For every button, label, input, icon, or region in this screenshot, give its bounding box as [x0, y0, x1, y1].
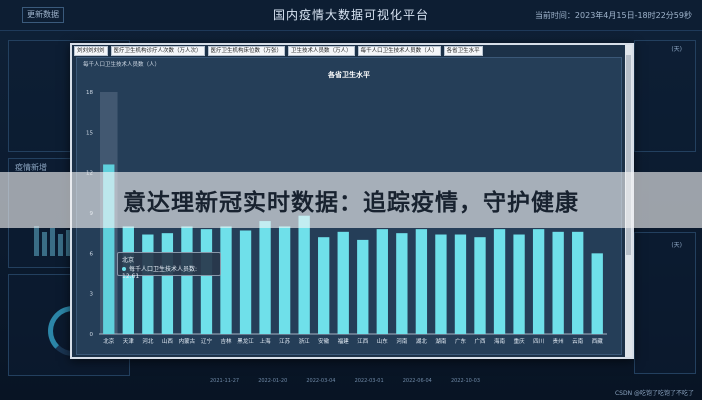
y-tick-label: 6 [90, 251, 94, 257]
x-tick-label: 贵州 [553, 337, 564, 345]
y-tick-label: 0 [90, 332, 94, 338]
timeline-tick: 2022-10-03 [450, 378, 480, 384]
chart-toolbar: 刘刘刘刘刘 医疗卫生机构诊疗人次数（万人次） 医疗卫生机构床位数（万张） 卫生技… [74, 46, 630, 56]
bar-西藏[interactable] [591, 253, 603, 334]
x-tick-label: 广东 [455, 337, 467, 345]
x-tick-label: 安徽 [318, 337, 330, 345]
y-tick-label: 18 [86, 90, 93, 96]
datetime-readout: 当前时间：2023年4月15日-18时22分59秒 [534, 11, 692, 20]
x-tick-label: 湖南 [435, 337, 447, 345]
bar-山西[interactable] [161, 233, 174, 334]
x-tick-label: 黑龙江 [237, 337, 254, 345]
x-tick-label: 四川 [533, 338, 544, 345]
x-tick-label: 西藏 [592, 337, 604, 345]
bar-贵州[interactable] [552, 231, 564, 334]
headline-band [0, 172, 702, 228]
x-tick-label: 天津 [123, 338, 135, 345]
bar-江苏[interactable] [278, 226, 291, 334]
toolbar-button[interactable]: 各省卫生水平 [443, 46, 483, 56]
scrollbar-thumb[interactable] [626, 55, 631, 255]
y-tick-label: 15 [86, 130, 93, 136]
toolbar-button[interactable]: 刘刘刘刘刘 [74, 46, 108, 56]
toolbar-button[interactable]: 卫生技术人员数（万人） [288, 46, 355, 56]
bar-上海[interactable] [259, 221, 271, 334]
bar-云南[interactable] [572, 231, 584, 334]
right-panel-bottom [634, 232, 696, 374]
x-tick-label: 辽宁 [201, 337, 213, 345]
bar-安徽[interactable] [318, 237, 330, 334]
toolbar-button[interactable]: 每千人口卫生技术人员数（人） [357, 46, 441, 56]
bar-江西[interactable] [357, 239, 369, 334]
bar-浙江[interactable] [298, 215, 310, 334]
x-tick-label: 北京 [103, 337, 115, 345]
x-tick-label: 上海 [260, 337, 272, 345]
bar-黑龙江[interactable] [239, 230, 252, 334]
tooltip-title: 北京 [122, 257, 135, 264]
timeline-tick: 2021-11-27 [210, 378, 240, 384]
x-tick-label: 河北 [142, 337, 154, 345]
x-tick-label: 山东 [377, 337, 389, 345]
right-panel-top [634, 40, 696, 152]
bar-河南[interactable] [396, 233, 408, 334]
timeline-tick: 2022-03-01 [354, 378, 384, 384]
bar-辽宁[interactable] [200, 229, 213, 334]
x-tick-label: 江苏 [279, 337, 291, 345]
tooltip-marker [122, 267, 126, 271]
timeline-tick: 2022-06-04 [402, 378, 432, 384]
tooltip-value: 每千人口卫生技术人员数: 12.61 [122, 266, 198, 280]
x-tick-label: 福建 [338, 337, 350, 345]
bar-北京[interactable] [103, 164, 115, 334]
bar-福建[interactable] [337, 231, 349, 334]
bar-河北[interactable] [142, 234, 154, 334]
left-panel-title: 疫情新增 [15, 163, 47, 172]
x-tick-label: 云南 [572, 337, 584, 345]
bar-海南[interactable] [493, 229, 506, 334]
x-tick-label: 海南 [494, 337, 506, 345]
chart-title: 各省卫生水平 [328, 71, 370, 79]
x-tick-label: 吉林 [220, 337, 232, 345]
bar-广东[interactable] [454, 234, 467, 334]
top-bar: 更新数据 国内疫情大数据可视化平台 当前时间：2023年4月15日-18时22分… [0, 0, 702, 31]
y-tick-label: 3 [90, 292, 94, 298]
bar-广西[interactable] [474, 237, 486, 334]
tooltip-row: 每千人口卫生技术人员数: 12.61 [122, 264, 216, 280]
timeline-axis: 2021-11-27 2022-01-20 2022-03-04 2022-03… [210, 378, 480, 384]
page-title: 国内疫情大数据可视化平台 [272, 8, 429, 22]
x-tick-label: 山西 [162, 337, 174, 345]
bar-山东[interactable] [376, 229, 388, 334]
x-tick-label: 河南 [396, 337, 408, 345]
x-tick-label: 湖北 [416, 337, 428, 345]
watermark-text: CSDN @吃饱了吃饱了不吃了 [614, 390, 694, 397]
update-data-button[interactable]: 更新数据 [22, 7, 64, 23]
x-tick-label: 浙江 [299, 337, 311, 345]
x-tick-label: 内蒙古 [179, 337, 196, 345]
right-legend-1: (天) [671, 46, 682, 53]
timeline-tick: 2022-03-04 [306, 378, 336, 384]
toolbar-button[interactable]: 医疗卫生机构床位数（万张） [207, 46, 286, 56]
bar-湖北[interactable] [415, 229, 428, 334]
bar-天津[interactable] [122, 226, 134, 334]
bar-重庆[interactable] [513, 234, 525, 334]
chart-tooltip: 北京 每千人口卫生技术人员数: 12.61 [117, 252, 221, 280]
x-tick-label: 江西 [357, 338, 369, 345]
timeline-tick: 2022-01-20 [258, 378, 288, 384]
x-tick-label: 广西 [474, 337, 486, 345]
x-tick-label: 重庆 [514, 337, 526, 345]
bar-四川[interactable] [532, 229, 545, 334]
bar-湖南[interactable] [435, 234, 447, 334]
headline-text: 意达理新冠实时数据：追踪疫情，守护健康 [123, 190, 579, 216]
bar-吉林[interactable] [220, 226, 232, 334]
right-legend-2: (天) [671, 242, 682, 249]
bar-内蒙古[interactable] [181, 226, 193, 334]
toolbar-button[interactable]: 医疗卫生机构诊疗人次数（万人次） [110, 46, 205, 56]
chart-y-axis-label: 每千人口卫生技术人员数（人） [83, 62, 161, 68]
